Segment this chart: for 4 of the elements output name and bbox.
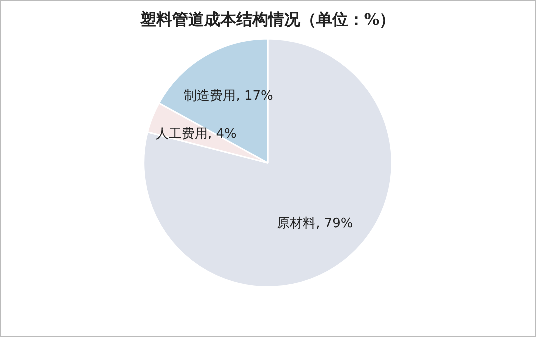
slice-label: 人工费用, 4% <box>156 127 237 142</box>
slice-label: 原材料, 79% <box>277 216 354 232</box>
slice-label: 制造费用, 17% <box>184 89 274 104</box>
chart-title: 塑料管道成本结构情况（单位：%） <box>139 10 396 29</box>
